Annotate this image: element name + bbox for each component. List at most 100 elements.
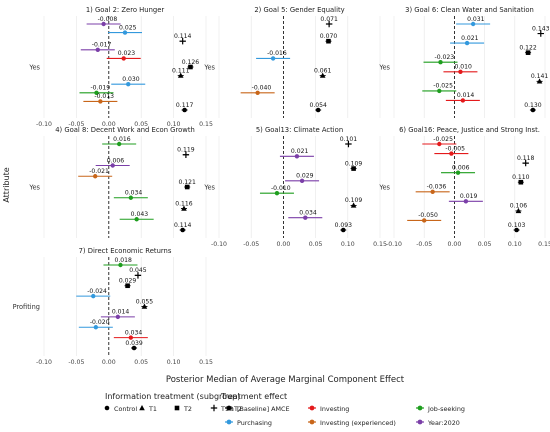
y-axis-title: Attribute — [2, 167, 11, 202]
point-marker — [92, 174, 98, 179]
value-label: 0.014 — [112, 309, 130, 316]
point-marker — [128, 195, 134, 200]
panel-title: 5) Goal13: Climate Action — [256, 126, 343, 134]
x-tick-label: 0.15 — [538, 241, 550, 248]
panel-background — [394, 136, 545, 238]
point-marker — [537, 30, 544, 37]
value-label: 0.101 — [340, 136, 358, 143]
panel-background — [219, 136, 380, 238]
x-tick-label: 0.05 — [134, 359, 148, 366]
value-label: 0.021 — [291, 148, 309, 155]
point-marker — [126, 82, 131, 87]
point-marker — [437, 141, 442, 147]
value-label: 0.010 — [454, 64, 472, 71]
value-label: 0.114 — [174, 33, 192, 40]
point-marker — [455, 170, 461, 175]
point-marker — [294, 154, 300, 159]
value-label: 0.029 — [296, 173, 314, 180]
x-tick-label: -0.05 — [416, 241, 432, 248]
value-label: 0.114 — [174, 222, 192, 229]
value-label: -0.050 — [418, 212, 438, 219]
y-tick-label: Yes — [378, 64, 390, 72]
value-label: 0.031 — [467, 16, 485, 23]
value-label: 0.130 — [524, 102, 542, 109]
point-marker — [422, 218, 427, 223]
panel-title: 6) Goal16: Peace, Justice and Strong Ins… — [399, 126, 540, 134]
legend-swatch-dot — [309, 405, 315, 411]
x-tick-label: 0.00 — [102, 359, 116, 366]
value-label: -0.021 — [89, 168, 109, 175]
point-marker — [128, 335, 134, 340]
x-tick-label: -0.10 — [36, 121, 52, 128]
value-label: -0.005 — [445, 145, 465, 152]
panel-background — [394, 16, 545, 118]
point-marker — [91, 293, 96, 299]
value-label: 0.071 — [320, 16, 338, 23]
value-label: 0.143 — [532, 25, 550, 32]
value-label: 0.122 — [519, 44, 537, 51]
value-label: 0.019 — [460, 193, 478, 200]
value-label: -0.036 — [427, 184, 447, 191]
legend-effect-title: Treatment effect — [220, 392, 287, 401]
value-label: 0.110 — [512, 174, 530, 181]
point-marker — [131, 345, 137, 351]
point-marker — [118, 262, 123, 268]
y-tick-label: Yes — [203, 64, 215, 72]
value-label: 0.029 — [119, 278, 137, 285]
point-marker — [299, 178, 305, 184]
legend-effect-label: Job-seeking — [427, 405, 465, 413]
value-label: 0.006 — [452, 164, 470, 171]
panel-3: 3) Goal 6: Clean Water and Sanitation Yes… — [378, 6, 550, 118]
x-axis-title: Posterior Median of Average Marginal Com… — [166, 375, 405, 385]
point-marker — [121, 56, 126, 61]
legend-swatch-dot — [417, 405, 423, 411]
point-marker — [180, 227, 185, 233]
x-tick-label: 0.10 — [167, 359, 181, 366]
value-label: 0.016 — [113, 136, 131, 143]
value-label: 0.034 — [299, 210, 317, 217]
panel-6: 6) Goal16: Peace, Justice and Strong Ins… — [378, 126, 550, 248]
point-marker — [125, 283, 130, 289]
point-marker — [134, 217, 139, 222]
legend-swatch-dot — [226, 405, 232, 411]
point-marker — [93, 325, 99, 330]
legend-info-label: T2 — [183, 405, 192, 413]
value-label: 0.116 — [175, 200, 193, 207]
value-label: -0.020 — [90, 319, 110, 326]
value-label: 0.103 — [508, 222, 526, 229]
x-tick-label: -0.05 — [243, 241, 259, 248]
y-tick-label: Yes — [28, 184, 40, 192]
legend-effect-label: Purchasing — [237, 419, 272, 427]
value-label: 0.054 — [309, 102, 327, 109]
panel-background — [44, 136, 206, 238]
panel-title: 4) Goal 8: Decent Work and Econ Growth — [55, 126, 195, 134]
value-label: 0.109 — [345, 160, 363, 167]
point-marker — [181, 205, 187, 211]
point-marker — [430, 189, 435, 194]
legend-effect-label: Investing (experienced) — [320, 419, 396, 427]
point-marker — [525, 50, 531, 55]
panel-title: 3) Goal 6: Clean Water and Sanitation — [405, 6, 534, 14]
x-tick-label: 0.10 — [167, 121, 181, 128]
value-label: 0.055 — [136, 298, 154, 305]
value-label: -0.040 — [252, 85, 272, 92]
value-label: 0.109 — [345, 197, 363, 204]
panel-title: 1) Goal 2: Zero Hunger — [86, 6, 165, 14]
point-marker — [270, 56, 276, 61]
point-marker — [464, 40, 470, 46]
x-tick-label: 0.15 — [199, 359, 213, 366]
point-marker — [470, 21, 476, 27]
value-label: -0.025 — [433, 136, 453, 143]
value-label: 0.034 — [125, 190, 143, 197]
legend-info-label: T1 — [148, 405, 157, 413]
legend-triangle-icon — [139, 405, 145, 411]
legend-info-label: Control — [114, 405, 137, 413]
value-label: 0.045 — [129, 267, 147, 274]
value-label: 0.061 — [314, 67, 332, 74]
panel-title: 2) Goal 5: Gender Equality — [254, 6, 344, 14]
point-marker — [530, 107, 536, 113]
value-label: 0.126 — [182, 59, 200, 66]
legend-effect-label: [Baseline] AMCE — [237, 405, 290, 413]
